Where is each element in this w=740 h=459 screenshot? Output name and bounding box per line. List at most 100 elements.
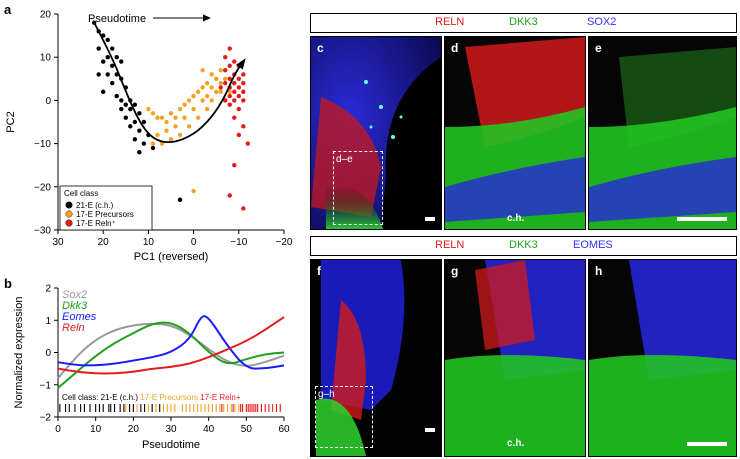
x-tick-label: −10 [230, 237, 247, 248]
scatter-point [232, 115, 237, 120]
row2-channel-header: RELN DKK3 EOMES [310, 236, 737, 256]
scatter-point [232, 89, 237, 94]
x-tick-label: 20 [128, 424, 140, 435]
scatter-point [146, 106, 151, 112]
y-axis-title: PC2 [5, 111, 17, 132]
scatter-point [132, 102, 138, 107]
cell-class-precursors: 17-E Precursors [140, 393, 200, 402]
scatter-point [204, 106, 210, 112]
scatter-point [227, 63, 232, 69]
panel-b-letter: b [4, 276, 12, 291]
y-tick-label: −1 [40, 380, 52, 391]
scatter-point [110, 80, 115, 86]
panel-g-letter: g [451, 264, 459, 278]
scatter-point [191, 106, 196, 112]
x-tick-label: −20 [276, 237, 293, 248]
scatter-point [241, 89, 246, 94]
scatter-point [195, 89, 201, 94]
scatter-point [241, 124, 246, 129]
row1-channel-header: RELN DKK3 SOX2 [310, 13, 737, 33]
micrograph-h: h [588, 259, 737, 457]
panel-e-letter: e [595, 41, 602, 55]
series-label: Dkk3 [62, 300, 88, 312]
scatter-point [141, 119, 147, 125]
x-tick-label: 30 [165, 424, 177, 435]
micrograph-e: e [588, 36, 737, 230]
scale-bar-f [425, 428, 435, 432]
x-tick-label: 10 [143, 237, 155, 248]
scatter-point [200, 98, 205, 103]
scatter-point [101, 59, 106, 64]
scatter-point [177, 197, 183, 202]
scatter-point [232, 163, 237, 168]
row2-dkk3-label: DKK3 [509, 239, 538, 251]
scatter-point [119, 106, 124, 112]
scale-bar-c [425, 217, 435, 221]
row1-sox2-label: SOX2 [587, 16, 617, 28]
scatter-point [241, 72, 246, 77]
scatter-point [236, 76, 241, 82]
y-tick-label: −30 [34, 226, 51, 237]
pca-scatter-chart: 30 20 10 0 −10 −20 20 10 0 −10 −20 −30 PC1 (reversed… [5, 10, 293, 264]
scatter-point [96, 72, 101, 77]
scatter-point [236, 132, 241, 138]
x-tick-label: 30 [52, 237, 64, 248]
scatter-point [227, 102, 232, 107]
scatter-point [214, 76, 219, 82]
scatter-point [137, 128, 142, 133]
scatter-point [204, 80, 210, 86]
micrograph-h-image [589, 260, 736, 456]
row1-dkk3-label: DKK3 [509, 16, 538, 28]
scatter-point [200, 67, 205, 73]
x-axis-title: Pseudotime [142, 439, 200, 451]
scatter-point [164, 119, 169, 125]
scatter-point [218, 80, 223, 86]
series-label: Eomes [62, 311, 97, 323]
scatter-point [182, 102, 187, 107]
scatter-point [132, 137, 138, 142]
scatter-point [204, 93, 210, 99]
scatter-point [232, 59, 237, 64]
trajectory-arrowhead [236, 58, 246, 70]
scatter-point [155, 132, 160, 138]
x-tick-label: 50 [241, 424, 253, 435]
scatter-point [168, 137, 174, 142]
scatter-point [214, 89, 219, 94]
cell-class-prefix: Cell class: 21-E (c.h.) [62, 393, 140, 402]
panel-c-letter: c [317, 41, 324, 55]
panel-a-letter: a [4, 2, 12, 17]
row2-reln-label: RELN [435, 239, 465, 251]
scatter-point [150, 111, 156, 116]
scatter-point [223, 80, 228, 86]
x-tick-label: 20 [98, 237, 110, 248]
legend-title: Cell class [64, 189, 98, 198]
x-tick-label: 0 [55, 424, 61, 435]
row2-eomes-label: EOMES [573, 239, 613, 251]
scatter-point [232, 98, 237, 103]
cell-class-caption: Cell class: 21-E (c.h.) 17-E Precursors … [62, 393, 241, 402]
scatter-point [114, 55, 119, 60]
inset-label-gh: g–h [318, 389, 335, 400]
scatter-point [195, 115, 201, 120]
scatter-point [236, 106, 241, 112]
expression-line-chart: 0 10 20 30 40 50 60210−1−2PseudotimeNormalized… [13, 284, 290, 452]
scatter-point [132, 119, 138, 125]
scatter-point [110, 46, 115, 51]
legend-marker [65, 219, 73, 227]
panel-d-letter: d [451, 41, 459, 55]
scatter-point [177, 132, 183, 138]
row1-reln-label: RELN [435, 16, 465, 28]
scatter-point [105, 55, 110, 60]
scale-bar-h [687, 442, 727, 446]
scatter-point [245, 141, 251, 146]
x-axis-title: PC1 (reversed) [134, 251, 209, 263]
scatter-point [186, 98, 192, 103]
micrograph-f: f g–h [310, 259, 442, 457]
scatter-point [128, 106, 133, 112]
micrograph-d-image [445, 37, 585, 229]
y-tick-label: −2 [40, 413, 52, 424]
legend-box [59, 185, 153, 231]
scatter-point [218, 85, 223, 90]
pseudotime-arrowhead [203, 14, 211, 22]
y-tick-label: 2 [45, 284, 51, 295]
